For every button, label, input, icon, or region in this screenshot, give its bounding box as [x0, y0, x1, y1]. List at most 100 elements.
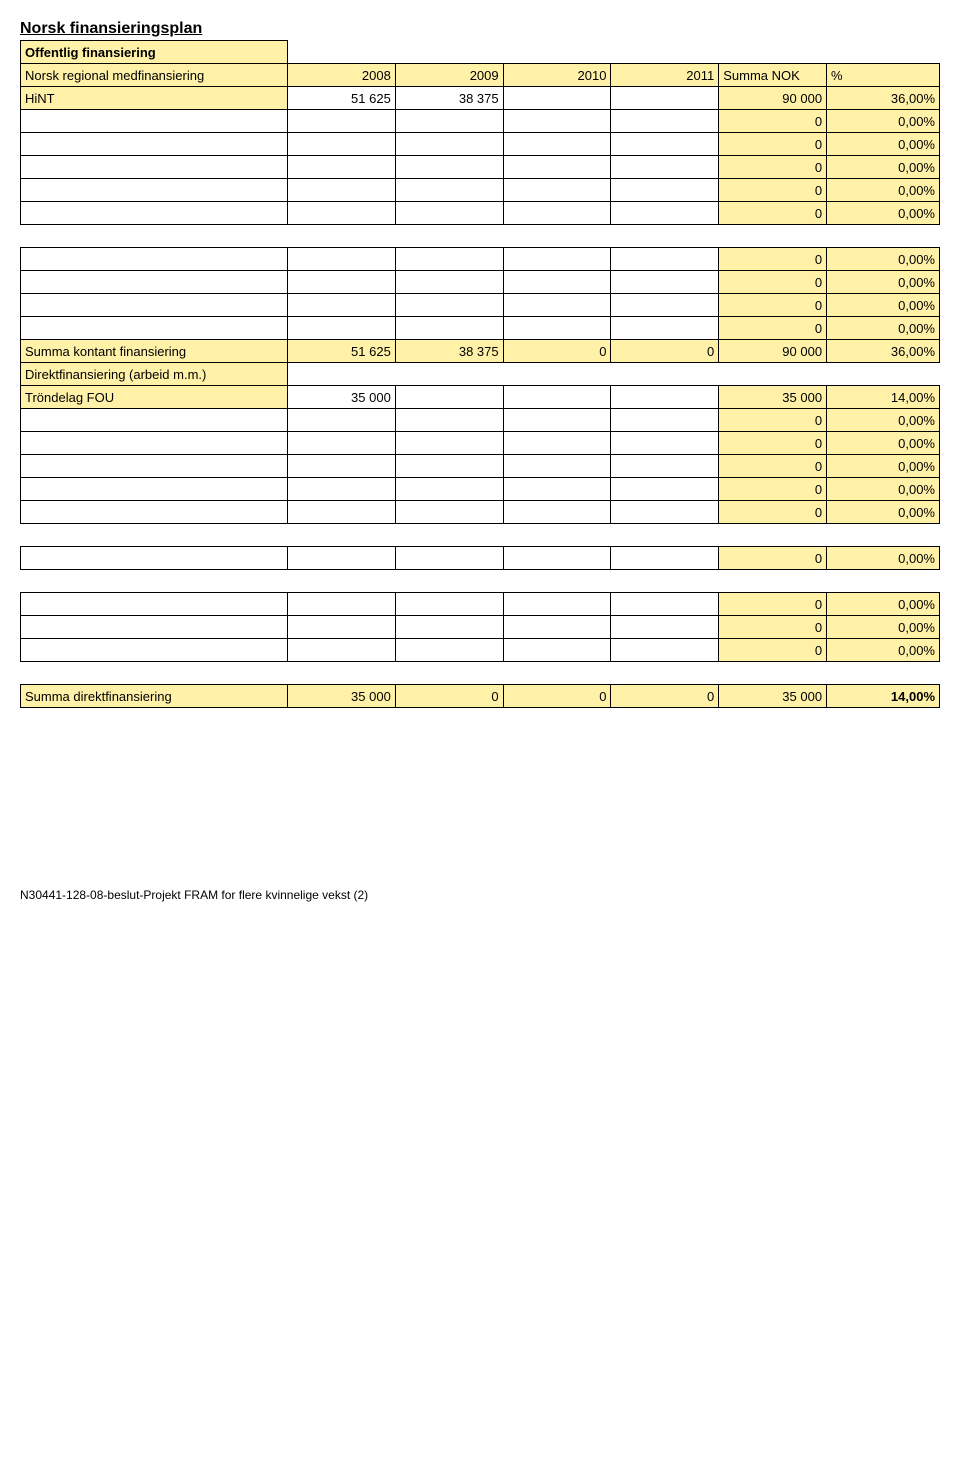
cell — [719, 662, 827, 685]
cell — [287, 156, 395, 179]
cell — [287, 662, 395, 685]
table-row: 00,00% — [21, 248, 940, 271]
cell: 38 375 — [395, 87, 503, 110]
cell — [503, 87, 611, 110]
cell — [21, 409, 288, 432]
cell: 0,00% — [827, 409, 940, 432]
cell: Offentlig finansiering — [21, 41, 288, 64]
cell — [503, 386, 611, 409]
cell: 0 — [719, 639, 827, 662]
cell — [287, 616, 395, 639]
cell: Summa kontant finansiering — [21, 340, 288, 363]
cell — [21, 248, 288, 271]
cell: 36,00% — [827, 87, 940, 110]
cell — [503, 409, 611, 432]
cell — [827, 524, 940, 547]
table-row: Norsk regional medfinansiering2008200920… — [21, 64, 940, 87]
cell — [287, 202, 395, 225]
table-row: 00,00% — [21, 317, 940, 340]
table-row: 00,00% — [21, 593, 940, 616]
cell — [611, 179, 719, 202]
cell — [395, 409, 503, 432]
cell — [287, 110, 395, 133]
cell — [21, 547, 288, 570]
cell — [287, 248, 395, 271]
cell — [503, 524, 611, 547]
cell — [503, 225, 611, 248]
cell — [503, 156, 611, 179]
table-row: 00,00% — [21, 156, 940, 179]
cell — [21, 179, 288, 202]
cell: 0 — [719, 156, 827, 179]
cell — [611, 294, 719, 317]
table-row: 00,00% — [21, 133, 940, 156]
cell — [395, 202, 503, 225]
table-row: 00,00% — [21, 179, 940, 202]
cell — [287, 225, 395, 248]
cell: 0,00% — [827, 593, 940, 616]
cell — [827, 225, 940, 248]
cell — [21, 271, 288, 294]
cell — [287, 41, 395, 64]
cell — [503, 593, 611, 616]
finance-table: Offentlig finansieringNorsk regional med… — [20, 40, 940, 708]
cell: 51 625 — [287, 340, 395, 363]
cell: 0,00% — [827, 616, 940, 639]
cell — [21, 524, 288, 547]
cell: 90 000 — [719, 87, 827, 110]
cell — [395, 363, 503, 386]
cell — [611, 133, 719, 156]
table-row — [21, 662, 940, 685]
cell — [719, 41, 827, 64]
cell — [287, 179, 395, 202]
cell — [503, 317, 611, 340]
cell: 14,00% — [827, 685, 940, 708]
cell — [611, 41, 719, 64]
cell: 0,00% — [827, 271, 940, 294]
cell: 0 — [395, 685, 503, 708]
cell — [611, 225, 719, 248]
cell: 0 — [719, 133, 827, 156]
cell: 35 000 — [719, 386, 827, 409]
cell — [287, 294, 395, 317]
cell — [503, 110, 611, 133]
table-row — [21, 225, 940, 248]
cell — [503, 133, 611, 156]
cell — [611, 593, 719, 616]
cell — [503, 294, 611, 317]
table-row: 00,00% — [21, 478, 940, 501]
cell: 0 — [611, 685, 719, 708]
cell — [719, 570, 827, 593]
cell — [395, 294, 503, 317]
cell — [719, 524, 827, 547]
cell — [503, 455, 611, 478]
cell: 0,00% — [827, 110, 940, 133]
cell: 2010 — [503, 64, 611, 87]
cell: 51 625 — [287, 87, 395, 110]
cell — [611, 432, 719, 455]
cell: 0 — [719, 317, 827, 340]
cell: 35 000 — [287, 685, 395, 708]
cell — [395, 478, 503, 501]
table-row — [21, 570, 940, 593]
cell — [395, 639, 503, 662]
cell — [21, 202, 288, 225]
table-row: 00,00% — [21, 547, 940, 570]
cell — [611, 547, 719, 570]
footer-text: N30441-128-08-beslut-Projekt FRAM for fl… — [20, 888, 940, 902]
cell — [395, 662, 503, 685]
cell — [395, 432, 503, 455]
cell: 0 — [719, 547, 827, 570]
table-row: 00,00% — [21, 202, 940, 225]
cell — [611, 570, 719, 593]
cell — [395, 501, 503, 524]
cell — [611, 478, 719, 501]
cell: 35 000 — [287, 386, 395, 409]
cell — [21, 455, 288, 478]
cell — [827, 363, 940, 386]
table-row — [21, 524, 940, 547]
cell: 0,00% — [827, 501, 940, 524]
cell — [395, 317, 503, 340]
cell — [611, 386, 719, 409]
cell — [503, 202, 611, 225]
